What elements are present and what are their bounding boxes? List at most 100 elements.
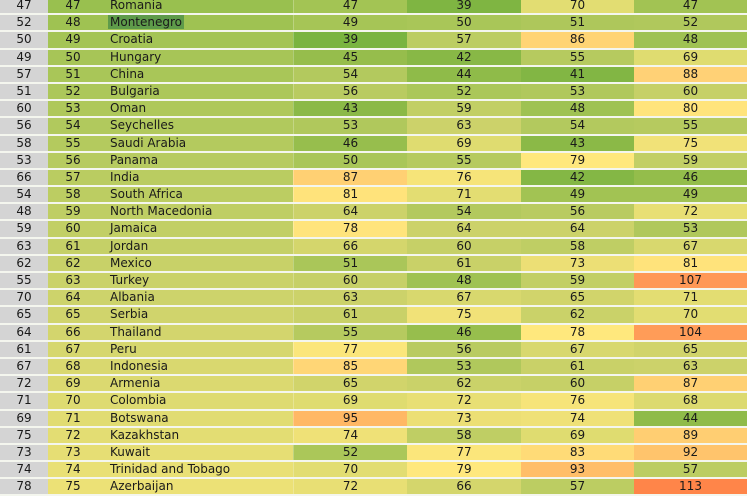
score-c-cell[interactable]: 69 <box>521 427 634 443</box>
score-c-cell[interactable]: 55 <box>521 49 634 65</box>
score-c-cell[interactable]: 43 <box>521 135 634 151</box>
score-a-cell[interactable]: 52 <box>293 444 407 461</box>
rank-cell[interactable]: 75 <box>48 479 98 495</box>
score-a-cell[interactable]: 77 <box>293 341 407 357</box>
score-c-cell[interactable]: 79 <box>521 152 634 168</box>
prev-rank-cell[interactable]: 57 <box>0 66 48 82</box>
score-b-cell[interactable]: 75 <box>407 307 521 323</box>
country-cell[interactable]: Seychelles <box>98 118 293 134</box>
country-cell[interactable]: China <box>98 66 293 82</box>
score-b-cell[interactable]: 56 <box>407 341 521 357</box>
score-c-cell[interactable]: 59 <box>521 273 634 289</box>
country-cell[interactable]: Trinidad and Tobago <box>98 462 293 478</box>
rank-cell[interactable]: 74 <box>48 462 98 478</box>
score-b-cell[interactable]: 76 <box>407 169 521 186</box>
prev-rank-cell[interactable]: 60 <box>0 101 48 117</box>
country-cell[interactable]: Serbia <box>98 307 293 323</box>
score-a-cell[interactable]: 49 <box>293 15 407 31</box>
country-cell[interactable]: Botswana <box>98 410 293 426</box>
country-cell[interactable]: Turkey <box>98 273 293 289</box>
score-a-cell[interactable]: 45 <box>293 49 407 65</box>
prev-rank-cell[interactable]: 71 <box>0 393 48 409</box>
score-c-cell[interactable]: 51 <box>521 15 634 31</box>
prev-rank-cell[interactable]: 64 <box>0 324 48 340</box>
score-b-cell[interactable]: 64 <box>407 221 521 237</box>
score-b-cell[interactable]: 42 <box>407 49 521 65</box>
country-cell[interactable]: South Africa <box>98 187 293 203</box>
score-b-cell[interactable]: 73 <box>407 410 521 426</box>
score-d-cell[interactable]: 63 <box>634 358 747 375</box>
prev-rank-cell[interactable]: 52 <box>0 15 48 31</box>
score-d-cell[interactable]: 92 <box>634 444 747 461</box>
score-c-cell[interactable]: 65 <box>521 290 634 306</box>
score-c-cell[interactable]: 86 <box>521 32 634 48</box>
score-c-cell[interactable]: 76 <box>521 393 634 409</box>
score-d-cell[interactable]: 48 <box>634 32 747 48</box>
score-d-cell[interactable]: 72 <box>634 204 747 220</box>
score-c-cell[interactable]: 49 <box>521 187 634 203</box>
score-c-cell[interactable]: 48 <box>521 101 634 117</box>
score-a-cell[interactable]: 72 <box>293 479 407 495</box>
rank-cell[interactable]: 68 <box>48 358 98 375</box>
score-c-cell[interactable]: 57 <box>521 479 634 495</box>
country-cell[interactable]: Azerbaijan <box>98 479 293 495</box>
prev-rank-cell[interactable]: 55 <box>0 273 48 289</box>
country-cell[interactable]: Montenegro <box>98 15 293 31</box>
score-a-cell[interactable]: 63 <box>293 290 407 306</box>
score-d-cell[interactable]: 67 <box>634 238 747 254</box>
prev-rank-cell[interactable]: 50 <box>0 32 48 48</box>
score-d-cell[interactable]: 44 <box>634 410 747 426</box>
rank-cell[interactable]: 54 <box>48 118 98 134</box>
country-cell[interactable]: Oman <box>98 101 293 117</box>
score-d-cell[interactable]: 88 <box>634 66 747 82</box>
prev-rank-cell[interactable]: 49 <box>0 49 48 65</box>
rank-cell[interactable]: 51 <box>48 66 98 82</box>
rank-cell[interactable]: 56 <box>48 152 98 168</box>
score-a-cell[interactable]: 69 <box>293 393 407 409</box>
score-b-cell[interactable]: 44 <box>407 66 521 82</box>
rank-cell[interactable]: 62 <box>48 255 98 271</box>
score-a-cell[interactable]: 39 <box>293 32 407 48</box>
prev-rank-cell[interactable]: 48 <box>0 204 48 220</box>
score-c-cell[interactable]: 58 <box>521 238 634 254</box>
score-d-cell[interactable]: 59 <box>634 152 747 168</box>
score-a-cell[interactable]: 60 <box>293 273 407 289</box>
score-b-cell[interactable]: 69 <box>407 135 521 151</box>
score-d-cell[interactable]: 68 <box>634 393 747 409</box>
country-cell[interactable]: Peru <box>98 341 293 357</box>
score-d-cell[interactable]: 46 <box>634 169 747 186</box>
score-a-cell[interactable]: 95 <box>293 410 407 426</box>
score-b-cell[interactable]: 53 <box>407 358 521 375</box>
rank-cell[interactable]: 48 <box>48 15 98 31</box>
score-c-cell[interactable]: 56 <box>521 204 634 220</box>
score-d-cell[interactable]: 49 <box>634 187 747 203</box>
country-cell[interactable]: Saudi Arabia <box>98 135 293 151</box>
country-cell[interactable]: Romania <box>98 0 293 14</box>
score-a-cell[interactable]: 50 <box>293 152 407 168</box>
score-d-cell[interactable]: 65 <box>634 341 747 357</box>
score-a-cell[interactable]: 74 <box>293 427 407 443</box>
score-a-cell[interactable]: 47 <box>293 0 407 14</box>
score-a-cell[interactable]: 78 <box>293 221 407 237</box>
score-d-cell[interactable]: 89 <box>634 427 747 443</box>
score-d-cell[interactable]: 104 <box>634 324 747 340</box>
prev-rank-cell[interactable]: 74 <box>0 462 48 478</box>
prev-rank-cell[interactable]: 65 <box>0 307 48 323</box>
prev-rank-cell[interactable]: 69 <box>0 410 48 426</box>
score-d-cell[interactable]: 107 <box>634 273 747 289</box>
prev-rank-cell[interactable]: 47 <box>0 0 48 14</box>
score-d-cell[interactable]: 113 <box>634 479 747 495</box>
country-cell[interactable]: Albania <box>98 290 293 306</box>
score-c-cell[interactable]: 41 <box>521 66 634 82</box>
prev-rank-cell[interactable]: 51 <box>0 83 48 100</box>
score-d-cell[interactable]: 53 <box>634 221 747 237</box>
rank-cell[interactable]: 59 <box>48 204 98 220</box>
country-cell[interactable]: Hungary <box>98 49 293 65</box>
score-c-cell[interactable]: 70 <box>521 0 634 14</box>
rank-cell[interactable]: 67 <box>48 341 98 357</box>
country-cell[interactable]: Kuwait <box>98 444 293 461</box>
score-d-cell[interactable]: 55 <box>634 118 747 134</box>
country-cell[interactable]: Indonesia <box>98 358 293 375</box>
prev-rank-cell[interactable]: 66 <box>0 169 48 186</box>
score-a-cell[interactable]: 87 <box>293 169 407 186</box>
